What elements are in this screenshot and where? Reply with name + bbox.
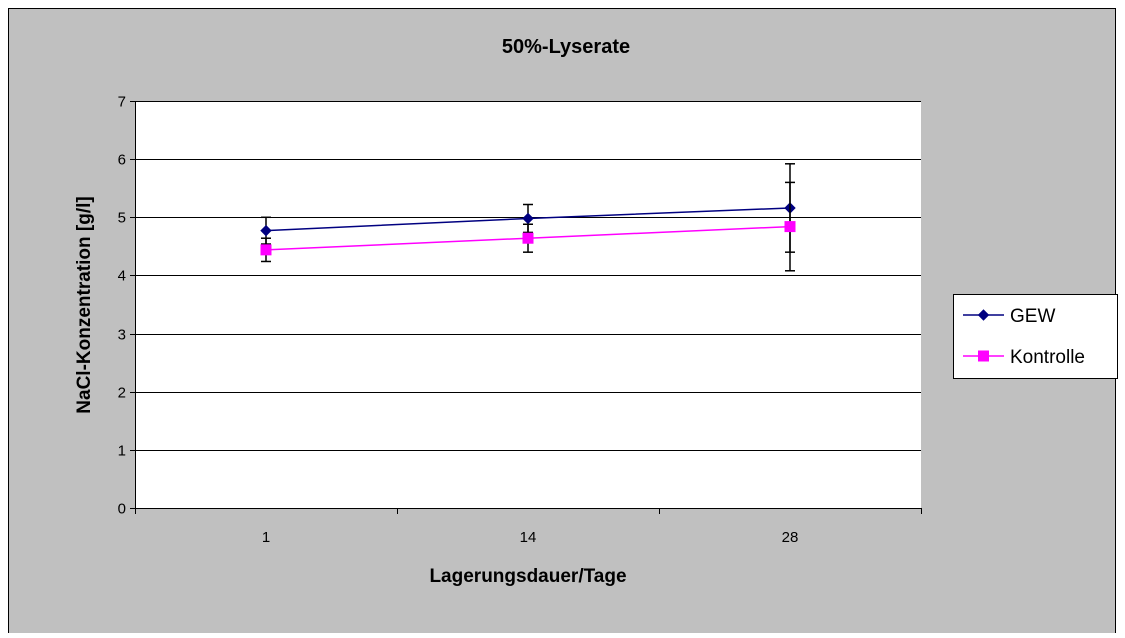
legend-item-kontrolle: Kontrolle — [963, 347, 1085, 368]
data-point — [522, 232, 534, 244]
legend-box — [953, 294, 1118, 379]
y-tick-label: 4 — [118, 268, 126, 285]
y-tick-label: 0 — [118, 501, 126, 518]
legend-item-gew: GEW — [963, 306, 1055, 327]
chart-title: 50%-Lyserate — [502, 36, 630, 58]
y-tick-label: 5 — [118, 210, 126, 227]
legend-marker — [978, 350, 989, 362]
series-kontrolle — [260, 181, 796, 272]
x-axis-label: Lagerungsdauer/Tage — [429, 566, 626, 587]
y-tick-labels: 0 1 2 3 4 5 6 7 — [118, 94, 126, 518]
x-tick-label: 1 — [262, 529, 270, 546]
y-tick-label: 3 — [118, 327, 126, 344]
y-tick-label: 6 — [118, 152, 126, 169]
y-tick-label: 1 — [118, 443, 126, 460]
legend-label: GEW — [1010, 306, 1055, 327]
data-point — [260, 224, 272, 237]
legend-label: Kontrolle — [1010, 347, 1085, 368]
x-tick-label: 14 — [520, 529, 537, 546]
data-point — [260, 244, 272, 256]
data-point — [784, 221, 796, 233]
axes — [135, 101, 922, 514]
series-layer — [260, 163, 796, 272]
data-point — [522, 212, 534, 225]
legend: GEW Kontrolle — [953, 294, 1118, 379]
legend-marker — [977, 309, 990, 321]
y-tick-label: 7 — [118, 94, 126, 111]
plot-area — [135, 101, 921, 508]
x-tick-labels: 1 14 28 — [262, 529, 799, 546]
x-tick-label: 28 — [782, 529, 799, 546]
y-axis-label: NaCl-Konzentration [g/l] — [74, 196, 95, 413]
y-tick-label: 2 — [118, 385, 126, 402]
